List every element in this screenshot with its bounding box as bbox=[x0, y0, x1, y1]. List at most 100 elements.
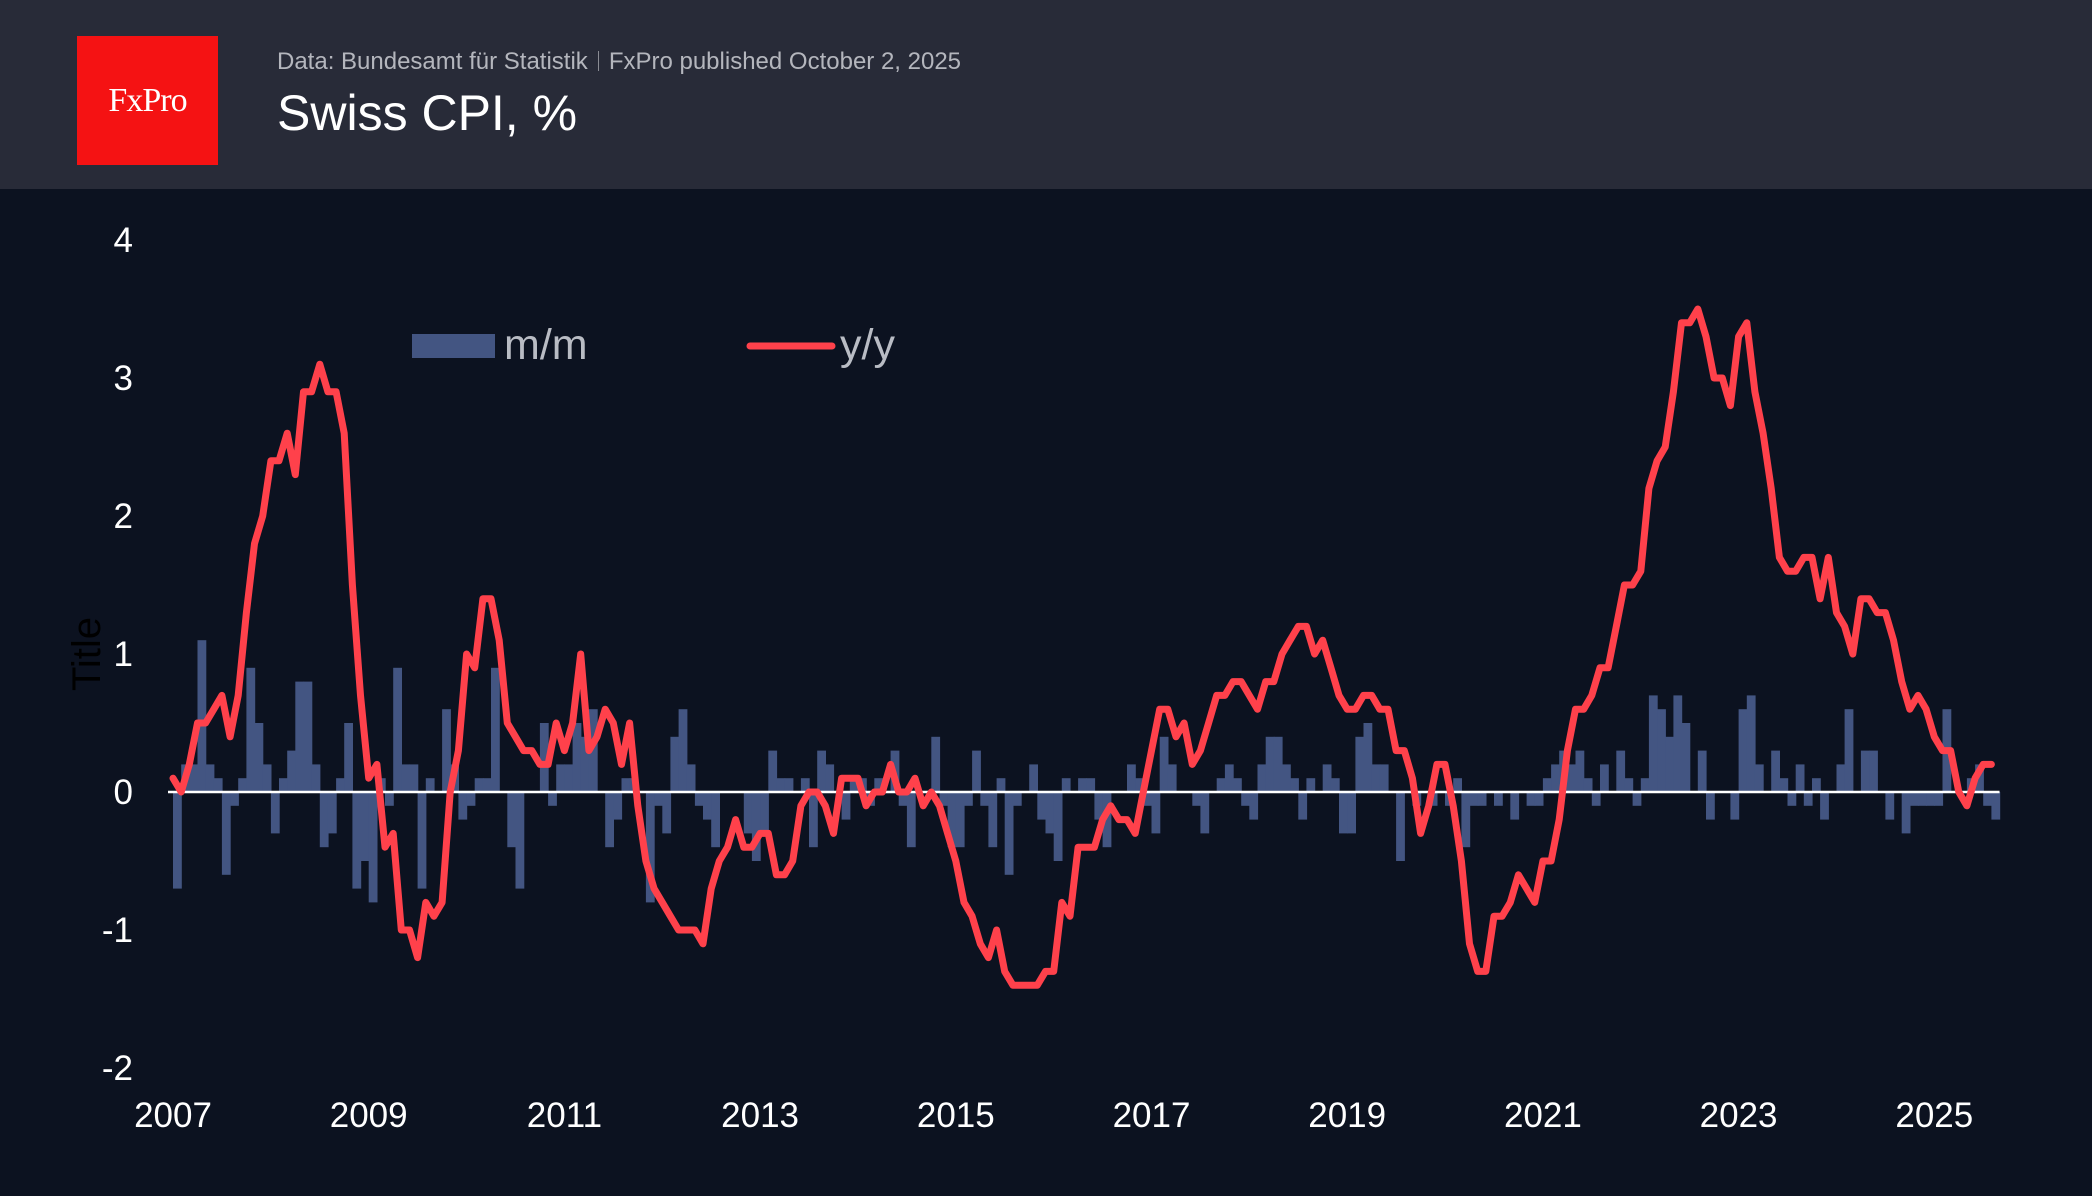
mm-bar bbox=[841, 792, 851, 820]
y-tick-label: -1 bbox=[102, 911, 133, 950]
mm-bar bbox=[1526, 792, 1536, 806]
mm-bar bbox=[1918, 792, 1927, 806]
mm-bar bbox=[1542, 778, 1552, 792]
mm-bar bbox=[1102, 792, 1112, 848]
mm-bar bbox=[654, 792, 663, 806]
mm-bar bbox=[1909, 792, 1919, 806]
mm-bar bbox=[1567, 764, 1577, 792]
x-tick-label: 2017 bbox=[1113, 1096, 1191, 1135]
mm-bar bbox=[898, 792, 908, 806]
mm-bar bbox=[1224, 764, 1234, 792]
mm-bar bbox=[1820, 792, 1829, 820]
mm-bar bbox=[1061, 778, 1071, 792]
mm-bar bbox=[1167, 764, 1177, 792]
legend-yy-label: y/y bbox=[840, 321, 895, 369]
mm-bar bbox=[1396, 792, 1405, 861]
mm-bar bbox=[507, 792, 517, 848]
mm-bar bbox=[645, 792, 655, 903]
mm-bar bbox=[1991, 792, 2001, 820]
mm-bar bbox=[906, 792, 916, 848]
mm-bar bbox=[1575, 750, 1585, 792]
mm-bar bbox=[809, 792, 818, 848]
mm-bar bbox=[270, 792, 280, 834]
mm-bar bbox=[1037, 792, 1047, 820]
mm-bar bbox=[1706, 792, 1715, 820]
mm-bar bbox=[1885, 792, 1895, 820]
mm-bar bbox=[1053, 792, 1063, 861]
mm-bar bbox=[964, 792, 973, 806]
mm-bar bbox=[825, 764, 835, 792]
mm-bar bbox=[972, 750, 981, 792]
mm-bar bbox=[1616, 750, 1626, 792]
mm-bar bbox=[1860, 750, 1870, 792]
mm-bar bbox=[1697, 750, 1707, 792]
mm-bar bbox=[1461, 792, 1471, 848]
mm-bar bbox=[1143, 792, 1153, 806]
mm-bar bbox=[458, 792, 468, 820]
mm-bar bbox=[1363, 723, 1373, 792]
mm-bar bbox=[686, 764, 696, 792]
x-tick-label: 2013 bbox=[721, 1096, 799, 1135]
mm-bar bbox=[425, 778, 435, 792]
mm-bar bbox=[1787, 792, 1797, 806]
mm-bar bbox=[564, 764, 574, 792]
mm-bar bbox=[548, 792, 557, 806]
mm-bar bbox=[588, 709, 598, 792]
mm-bar bbox=[1306, 778, 1316, 792]
mm-bar bbox=[1249, 792, 1259, 820]
mm-bar bbox=[678, 709, 688, 792]
mm-bar bbox=[1371, 764, 1381, 792]
mm-bar bbox=[784, 778, 794, 792]
mm-bar bbox=[1632, 792, 1642, 806]
mm-bar bbox=[817, 750, 826, 792]
mm-bar bbox=[466, 792, 476, 806]
mm-bar bbox=[1551, 764, 1560, 792]
mm-bar bbox=[327, 792, 337, 834]
legend-mm-label: m/m bbox=[504, 321, 588, 369]
mm-bar bbox=[947, 792, 957, 848]
mm-bar bbox=[1730, 792, 1740, 820]
chart-title: Swiss CPI, % bbox=[277, 85, 578, 141]
subtitle: Data: Bundesamt für Statistik FxPro publi… bbox=[277, 48, 961, 76]
mm-bar bbox=[1901, 792, 1911, 834]
mm-bar bbox=[694, 792, 704, 806]
mm-bar bbox=[1265, 736, 1275, 792]
mm-bar bbox=[1681, 723, 1691, 792]
mm-bar bbox=[1029, 764, 1038, 792]
mm-bar bbox=[230, 792, 239, 806]
mm-bar bbox=[1135, 778, 1144, 792]
mm-bar bbox=[1086, 778, 1096, 792]
mm-bar bbox=[1600, 764, 1609, 792]
mm-bar bbox=[238, 778, 247, 792]
x-tick-label: 2019 bbox=[1308, 1096, 1386, 1135]
mm-bar bbox=[1803, 792, 1813, 806]
mm-bar bbox=[849, 778, 859, 792]
mm-bar bbox=[1078, 778, 1087, 792]
mm-bar bbox=[1379, 764, 1389, 792]
mm-bar bbox=[385, 792, 394, 806]
mm-bar bbox=[1241, 792, 1250, 806]
mm-bar bbox=[197, 640, 207, 792]
mm-bar bbox=[515, 792, 525, 889]
mm-bar bbox=[1812, 778, 1821, 792]
mm-bar bbox=[1583, 778, 1593, 792]
mm-bar bbox=[539, 723, 549, 792]
mm-bar bbox=[1257, 764, 1267, 792]
mm-bar bbox=[189, 764, 199, 792]
mm-bar bbox=[743, 792, 753, 834]
mm-bar bbox=[1282, 764, 1291, 792]
mm-bar bbox=[1754, 764, 1764, 792]
mm-bar bbox=[1510, 792, 1520, 820]
mm-bar bbox=[173, 792, 182, 889]
yy-line bbox=[169, 305, 1995, 989]
mm-bar bbox=[319, 792, 329, 848]
mm-bar bbox=[303, 681, 313, 792]
mm-bar bbox=[368, 792, 378, 903]
mm-bar bbox=[1648, 695, 1658, 792]
mm-bar bbox=[662, 792, 672, 834]
mm-bar bbox=[344, 723, 353, 792]
mm-bar bbox=[580, 736, 590, 792]
separator bbox=[597, 51, 599, 71]
mm-bar bbox=[1795, 764, 1805, 792]
